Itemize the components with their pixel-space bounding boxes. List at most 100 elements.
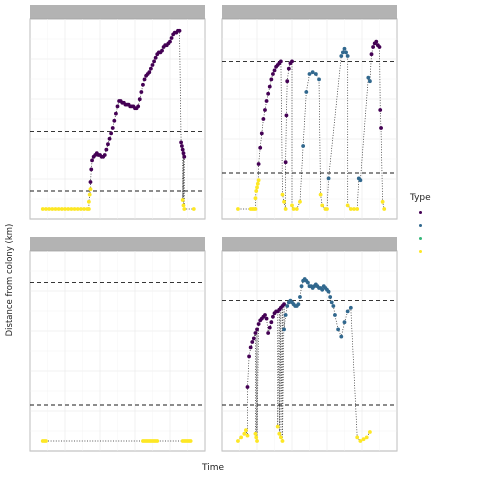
data-point-type4 <box>382 207 387 211</box>
data-point-type1 <box>286 66 291 71</box>
legend: Type <box>410 193 470 258</box>
data-point-type1 <box>290 59 294 64</box>
data-point-type1 <box>142 77 147 82</box>
data-point-type4 <box>86 207 91 211</box>
data-point-type1 <box>88 180 93 184</box>
legend-item-type4 <box>410 245 470 258</box>
data-point-type4 <box>56 207 61 211</box>
data-point-type4 <box>47 207 52 211</box>
data-point-type4 <box>325 207 329 211</box>
data-point-type1 <box>261 117 266 121</box>
data-point-type4 <box>355 207 360 211</box>
data-point-type2 <box>329 300 334 305</box>
data-point-type1 <box>147 70 152 75</box>
data-point-type1 <box>141 82 145 87</box>
data-point-type1 <box>282 302 286 307</box>
data-point-type4 <box>282 199 286 204</box>
data-point-type4 <box>364 435 369 440</box>
data-point-type4 <box>253 207 258 211</box>
data-point-type1 <box>271 72 275 76</box>
data-point-type2 <box>320 287 325 292</box>
data-point-type2 <box>342 320 347 325</box>
data-point-type4 <box>44 439 48 443</box>
data-point-type1 <box>247 354 251 359</box>
data-point-type1 <box>253 331 258 335</box>
data-point-type4 <box>361 437 366 442</box>
data-point-type4 <box>280 192 285 197</box>
data-point-type2 <box>310 70 315 75</box>
data-point-type2 <box>306 280 310 285</box>
data-point-type2 <box>296 302 301 307</box>
data-point-type4 <box>181 203 186 208</box>
data-point-type1 <box>283 160 288 165</box>
data-point-type1 <box>369 52 374 57</box>
panel-1 <box>29 5 206 220</box>
panel-strip <box>30 237 205 251</box>
data-point-type4 <box>40 207 45 211</box>
y-axis-label-text: Distance from colony (km) <box>5 223 15 337</box>
data-point-type4 <box>242 431 247 436</box>
data-point-type4 <box>66 207 71 211</box>
data-point-type1 <box>371 45 375 49</box>
data-point-type4 <box>53 207 58 211</box>
data-point-type1 <box>182 154 187 159</box>
data-point-type1 <box>177 28 182 33</box>
data-point-type4 <box>348 207 353 211</box>
data-point-type4 <box>255 185 259 190</box>
data-point-type4 <box>275 424 280 429</box>
data-point-type1 <box>150 63 155 67</box>
data-point-type1 <box>379 126 383 130</box>
data-point-type4 <box>182 207 187 211</box>
data-point-type1 <box>250 340 255 344</box>
data-point-type1 <box>251 336 256 341</box>
data-point-type1 <box>110 126 115 130</box>
data-point-type1 <box>148 66 153 71</box>
data-point-type4 <box>320 203 325 208</box>
data-point-type1 <box>106 142 110 147</box>
data-point-type2 <box>336 327 341 332</box>
data-point-type1 <box>169 36 174 40</box>
data-point-type2 <box>339 54 344 58</box>
data-point-type2 <box>340 50 345 55</box>
data-point-type4 <box>86 199 91 204</box>
data-point-type4 <box>59 207 64 211</box>
panel-2 <box>221 5 398 220</box>
data-point-type1 <box>285 79 290 84</box>
data-point-type4 <box>254 189 259 193</box>
data-point-type4 <box>253 196 258 201</box>
data-point-type2 <box>298 295 302 299</box>
data-point-type2 <box>307 72 312 76</box>
data-point-type1 <box>137 97 142 102</box>
panel-strip <box>222 237 397 251</box>
data-point-type4 <box>155 439 160 443</box>
data-point-type1 <box>114 111 118 116</box>
data-point-type4 <box>380 199 385 204</box>
y-axis-label: Distance from colony (km) <box>3 180 17 380</box>
data-point-type4 <box>63 207 67 211</box>
track-connector <box>237 40 385 210</box>
data-point-type2 <box>313 72 318 76</box>
data-point-type4 <box>254 435 259 440</box>
data-point-type1 <box>115 104 120 109</box>
data-point-type1 <box>179 140 184 145</box>
data-point-type1 <box>378 108 383 112</box>
data-point-type4 <box>290 203 294 208</box>
data-point-type4 <box>44 207 48 211</box>
data-point-type1 <box>272 68 277 73</box>
data-point-type4 <box>280 439 285 443</box>
data-point-type4 <box>352 207 356 211</box>
data-point-type2 <box>339 334 344 339</box>
data-point-type4 <box>180 198 185 202</box>
data-point-type1 <box>102 153 107 157</box>
data-point-type4 <box>191 207 196 211</box>
data-point-type2 <box>283 313 288 317</box>
data-point-type1 <box>180 147 185 152</box>
data-point-type1 <box>245 385 250 389</box>
data-point-type2 <box>333 313 337 317</box>
data-point-type1 <box>112 118 117 123</box>
legend-item-type2 <box>410 219 470 232</box>
data-point-type1 <box>258 145 263 150</box>
data-point-type1 <box>248 345 253 350</box>
data-point-type1 <box>266 331 271 335</box>
